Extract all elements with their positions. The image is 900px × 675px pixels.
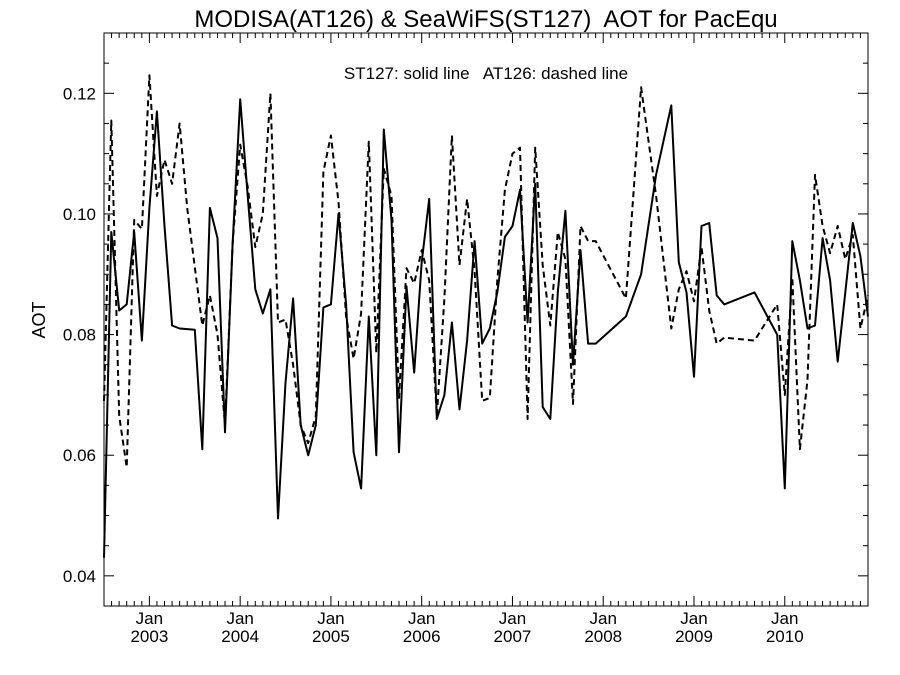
- x-tick-label-month: Jan: [408, 609, 435, 628]
- x-tick-label-year: 2007: [494, 627, 532, 646]
- x-tick-label-month: Jan: [226, 609, 253, 628]
- x-tick-label-year: 2009: [675, 627, 713, 646]
- y-tick-label: 0.08: [63, 326, 96, 345]
- x-tick-label-year: 2006: [403, 627, 441, 646]
- x-tick-label-year: 2004: [221, 627, 259, 646]
- series-line-st127-solid: [103, 98, 869, 558]
- x-tick-label-year: 2008: [584, 627, 622, 646]
- x-tick-label-month: Jan: [771, 609, 798, 628]
- y-tick-label: 0.06: [63, 446, 96, 465]
- x-tick-label-month: Jan: [680, 609, 707, 628]
- x-tick-label-year: 2010: [766, 627, 804, 646]
- series-line-at126-dashed: [103, 74, 869, 469]
- plot-frame: [103, 32, 869, 607]
- x-tick-label-month: Jan: [317, 609, 344, 628]
- x-tick-label-year: 2003: [130, 627, 168, 646]
- x-tick-label-month: Jan: [590, 609, 617, 628]
- x-tick-label-year: 2005: [312, 627, 350, 646]
- chart-title: MODISA(AT126) & SeaWiFS(ST127) AOT for P…: [194, 6, 777, 33]
- y-axis-ticks: 0.04 0.06 0.08 0.10 0.12: [63, 32, 868, 607]
- legend-annotation: ST127: solid line AT126: dashed line: [344, 64, 628, 83]
- y-tick-label: 0.12: [63, 84, 96, 103]
- y-tick-label: 0.10: [63, 205, 96, 224]
- x-tick-label-month: Jan: [136, 609, 163, 628]
- x-tick-label-month: Jan: [499, 609, 526, 628]
- y-tick-label: 0.04: [63, 567, 96, 586]
- y-axis-label: AOT: [29, 301, 49, 338]
- series-layer: [103, 74, 869, 558]
- x-axis-ticks: Jan2003Jan2004Jan2005Jan2006Jan2007Jan20…: [103, 33, 869, 646]
